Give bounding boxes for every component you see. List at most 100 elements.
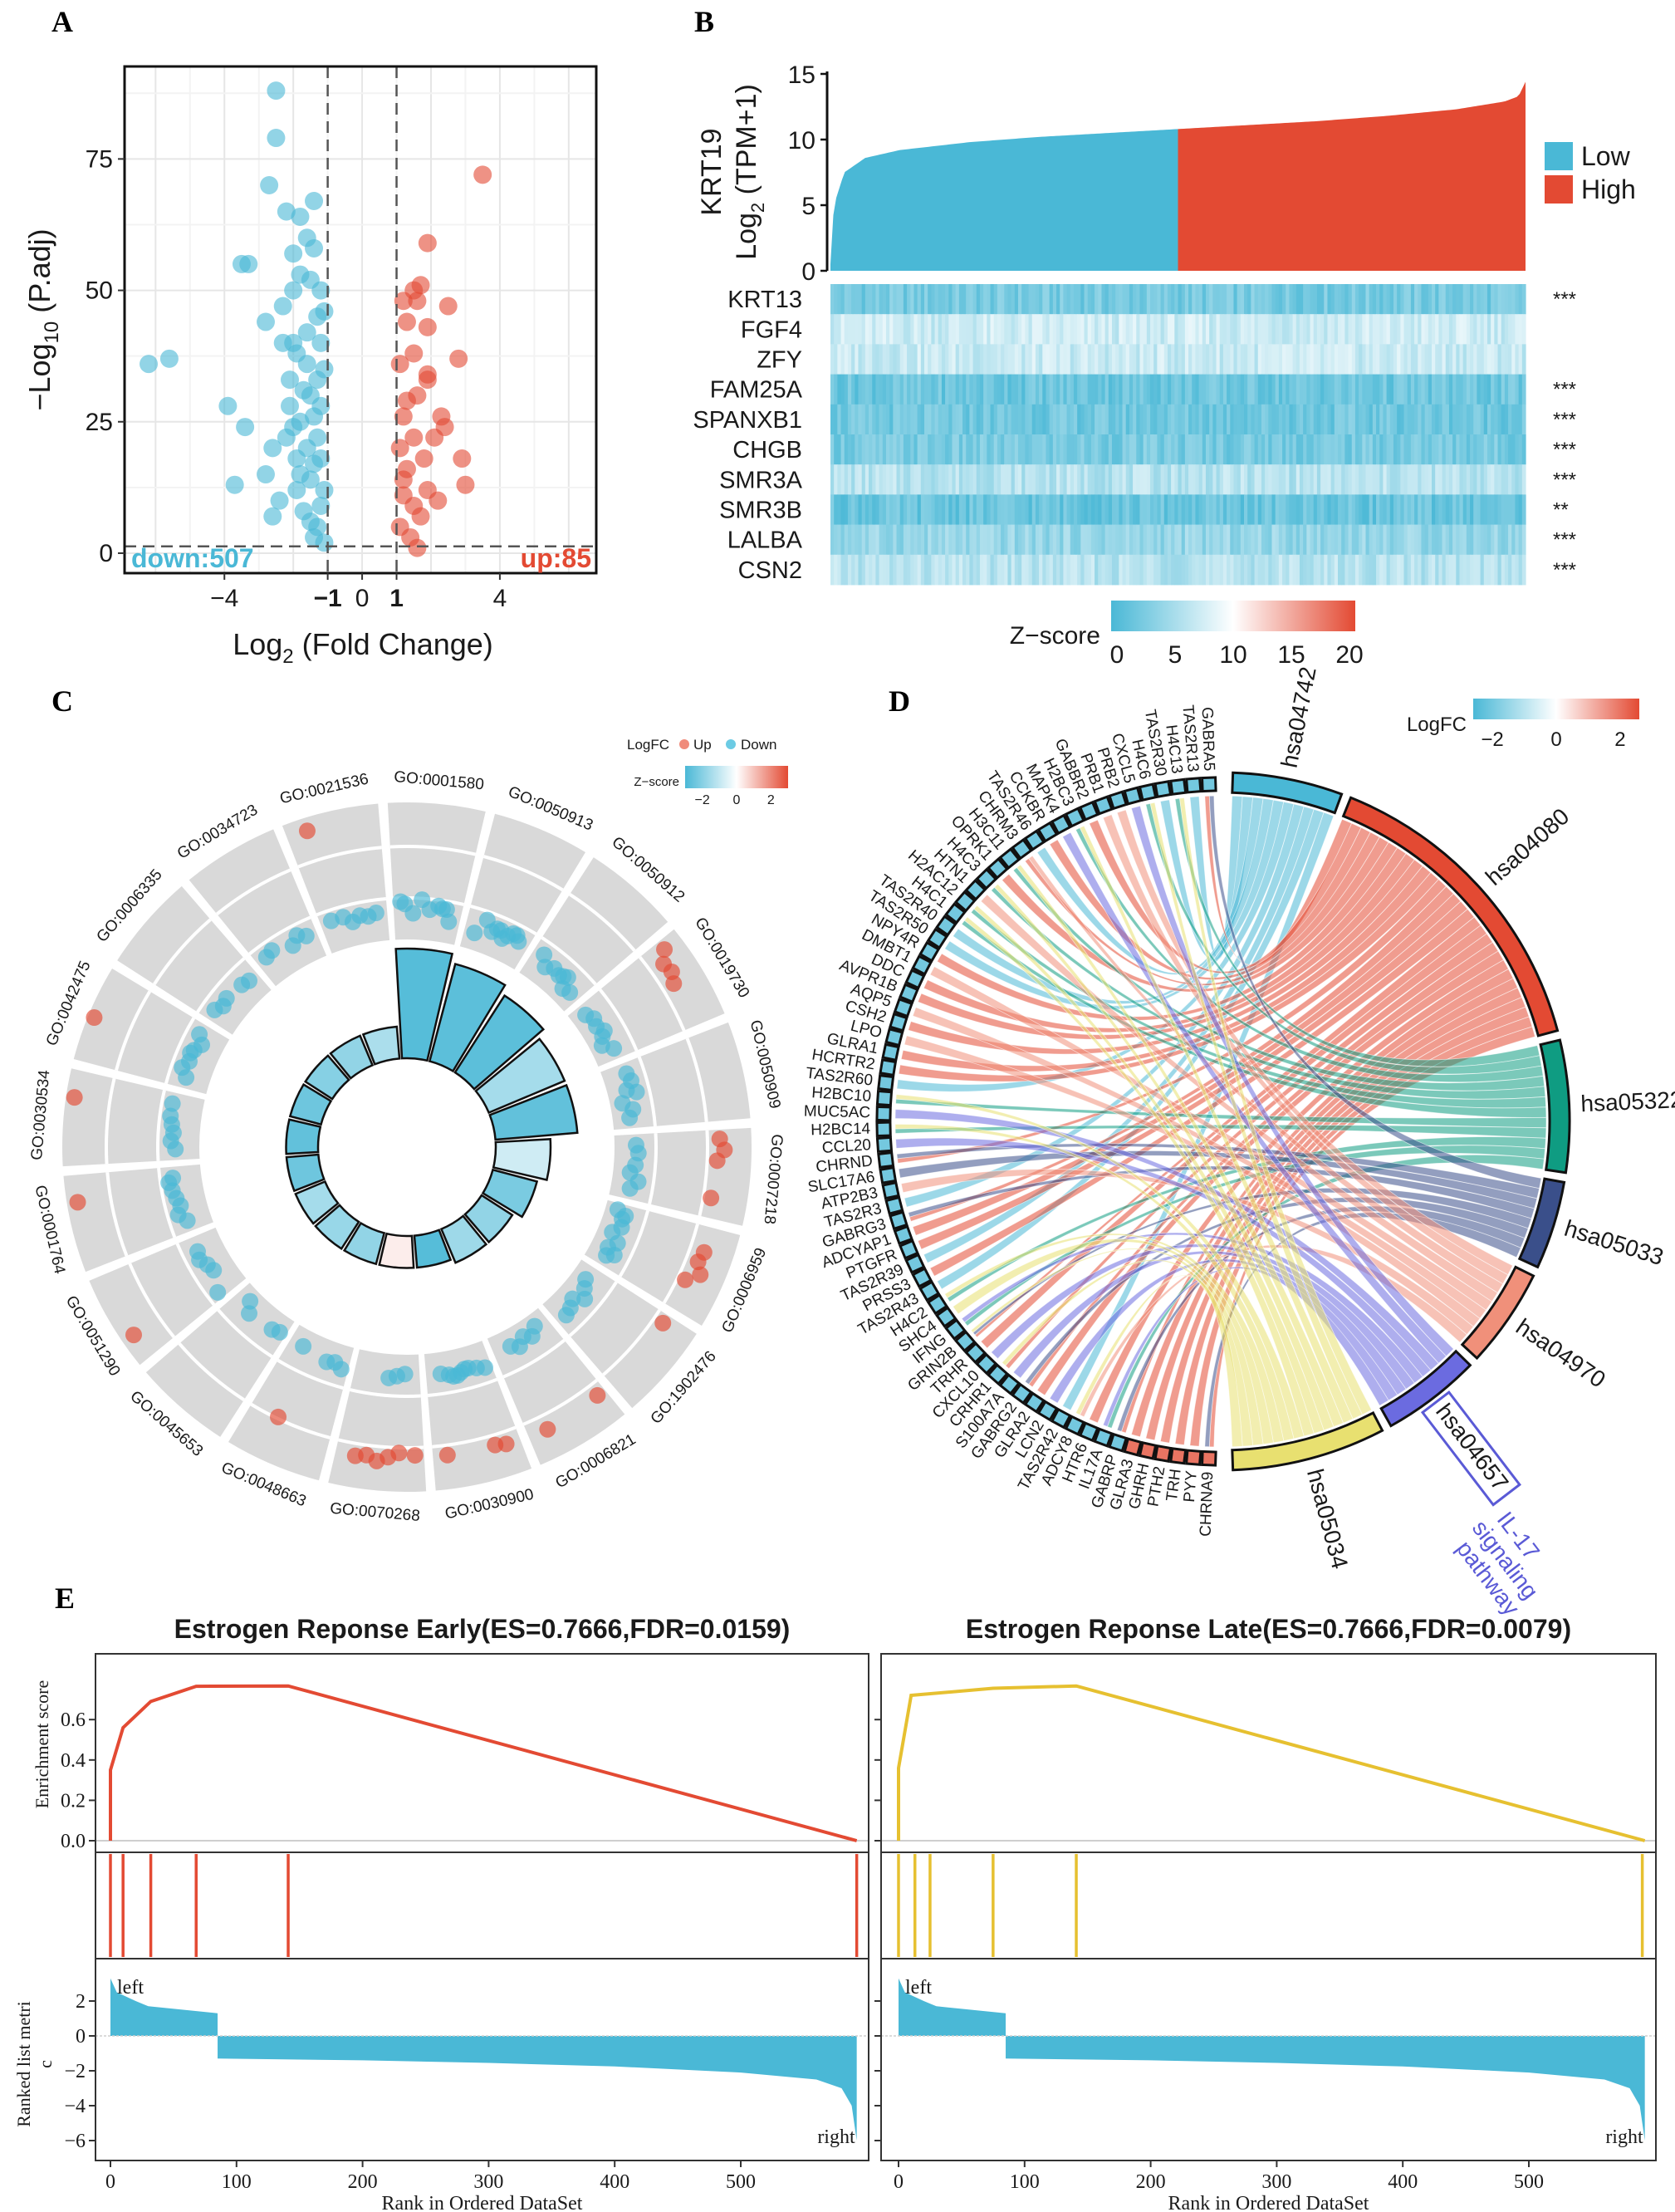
heatmap-cell — [1227, 404, 1231, 435]
heatmap-cell — [948, 344, 953, 375]
sector-grid-arc — [248, 915, 311, 956]
heatmap-cell — [1251, 374, 1256, 405]
heatmap-cell — [969, 314, 974, 345]
heatmap-cell — [1115, 464, 1119, 495]
heatmap-cell — [1007, 524, 1012, 556]
heatmap-cell — [1205, 314, 1210, 345]
heatmap-cell — [1278, 344, 1283, 375]
heatmap-cell — [1001, 524, 1005, 556]
heatmap-cell — [1421, 524, 1426, 556]
heatmap-cell — [1400, 524, 1405, 556]
heatmap-cell — [1397, 434, 1401, 465]
heatmap-cell — [1265, 524, 1269, 556]
heatmap-cell — [958, 524, 963, 556]
heatmap-cell — [1090, 344, 1095, 375]
heatmap-cell — [917, 464, 922, 495]
heatmap-cell — [1278, 554, 1283, 586]
heatmap-cell — [1143, 434, 1148, 465]
down-gene-dot — [594, 1028, 611, 1045]
heatmap-cell — [1400, 314, 1405, 345]
heatmap-cell — [1407, 554, 1412, 586]
heatmap-cell — [1456, 434, 1461, 465]
heatmap-cell — [1101, 464, 1106, 495]
heatmap-cell — [1327, 404, 1332, 435]
heatmap-cell — [1521, 284, 1526, 315]
heatmap-cell — [1327, 434, 1332, 465]
heatmap-cell — [1070, 404, 1075, 435]
heatmap-cell — [889, 374, 894, 405]
heatmap-cell — [1480, 404, 1485, 435]
gene-marker — [1185, 777, 1202, 794]
heatmap-cell — [1021, 434, 1026, 465]
heatmap-cell — [958, 344, 963, 375]
y-title-subscript: 10 — [41, 321, 63, 344]
heatmap-cell — [899, 344, 904, 375]
heatmap-cell — [1143, 464, 1148, 495]
heatmap-cell — [1462, 374, 1467, 405]
low-expression-area — [830, 129, 1178, 271]
heatmap-cell — [1410, 434, 1415, 465]
heatmap-cell — [1407, 314, 1412, 345]
heatmap-cell — [1056, 404, 1060, 435]
heatmap-cell — [931, 374, 936, 405]
heatmap-cell — [1136, 434, 1141, 465]
heatmap-cell — [997, 494, 1002, 525]
heatmap-cell — [1230, 494, 1235, 525]
gene-marker — [1050, 1407, 1072, 1430]
significance-stars: *** — [1553, 559, 1576, 581]
heatmap-cell — [1063, 464, 1068, 495]
heatmap-cell — [917, 284, 922, 315]
heatmap-cell — [1222, 374, 1227, 405]
heatmap-cell — [1133, 344, 1137, 375]
heatmap-cell — [1146, 554, 1151, 586]
heatmap-cell — [1421, 554, 1426, 586]
heatmap-cell — [1198, 404, 1203, 435]
heatmap-cell — [1007, 554, 1012, 586]
heatmap-cell — [1491, 494, 1495, 525]
heatmap-cell — [1313, 344, 1318, 375]
heatmap-cell — [1240, 464, 1245, 495]
heatmap-cell — [1125, 344, 1130, 375]
x-tick-label: 500 — [726, 2171, 756, 2193]
heatmap-cell — [1188, 344, 1193, 375]
heatmap-cell — [1237, 554, 1242, 586]
heatmap-cell — [1060, 524, 1064, 556]
heatmap-cell — [1518, 284, 1523, 315]
heatmap-cell — [955, 284, 960, 315]
gene-marker — [893, 1224, 913, 1246]
sector-grid-arc — [153, 918, 212, 985]
up-count-label: up:85 — [521, 543, 591, 573]
heatmap-cell — [1060, 494, 1064, 525]
heatmap-cell — [1376, 494, 1380, 525]
heatmap-cell — [1365, 314, 1370, 345]
chord-ribbon — [917, 900, 1468, 1250]
heatmap-cell — [913, 554, 918, 586]
go-term-sector — [73, 969, 230, 1095]
heatmap-cell — [1052, 374, 1057, 405]
heatmap-cell — [945, 404, 949, 435]
heatmap-cell — [1292, 524, 1297, 556]
heatmap-cell — [1432, 284, 1436, 315]
heatmap-cell — [1122, 344, 1127, 375]
zscore-tick-label: 2 — [767, 793, 775, 807]
heatmap-cell — [1341, 314, 1345, 345]
heatmap-cell — [1035, 554, 1040, 586]
heatmap-cell — [1286, 494, 1291, 525]
heatmap-cell — [1167, 314, 1172, 345]
heatmap-cell — [1289, 464, 1294, 495]
up-point — [408, 386, 427, 405]
heatmap-cell — [1313, 464, 1318, 495]
sector-grid-arc — [297, 846, 382, 869]
heatmap-cell — [1021, 344, 1026, 375]
heatmap-cell — [893, 314, 898, 345]
heatmap-cell — [864, 404, 869, 435]
heatmap-cell — [907, 344, 911, 375]
heatmap-cell — [1056, 344, 1060, 375]
heatmap-cell — [1295, 524, 1300, 556]
down-point — [239, 254, 258, 273]
heatmap-cell — [1286, 524, 1291, 556]
heatmap-cell — [1188, 524, 1193, 556]
heatmap-cell — [1435, 524, 1439, 556]
heatmap-cell — [889, 494, 894, 525]
heatmap-cell — [987, 374, 992, 405]
